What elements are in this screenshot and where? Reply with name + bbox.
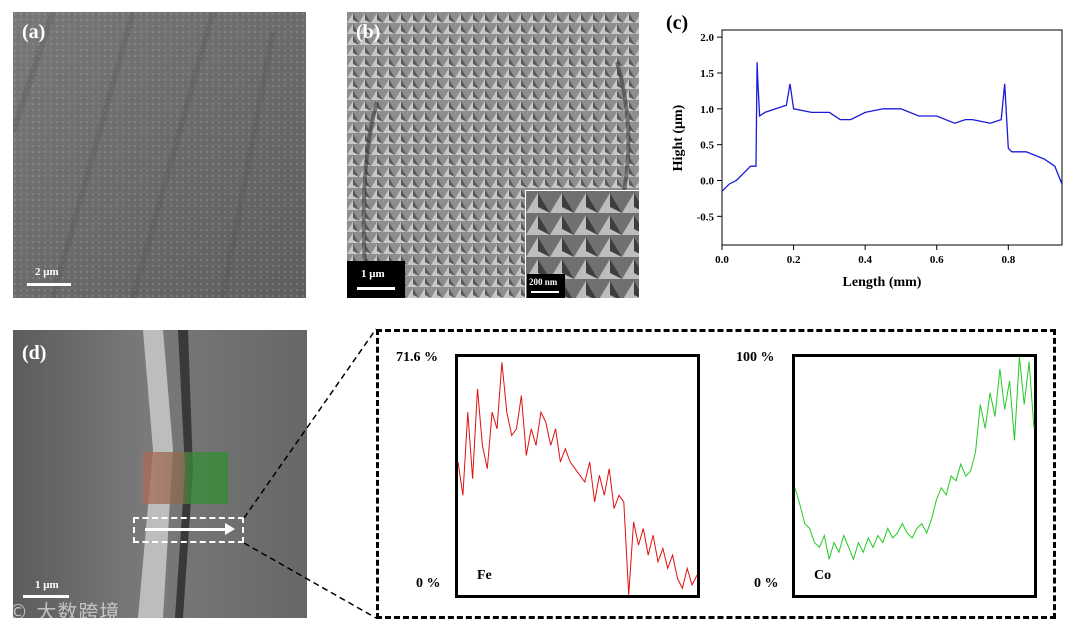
scan-direction-arrow-head	[225, 523, 235, 535]
co-element-label: Co	[814, 568, 832, 583]
plot-frame	[721, 29, 1063, 246]
x-tick-label: 0.8	[1001, 254, 1015, 266]
line-scan-region	[133, 517, 244, 543]
height-profile-line	[721, 62, 1063, 192]
fe-plot-frame	[455, 354, 700, 598]
panel-d-scalebar	[23, 595, 69, 598]
y-tick-label: -0.5	[697, 211, 715, 223]
height-profile-chart: 0.0 0.2 0.4 0.6 0.8 2.0 1.5 1.0 0.5 0.0 -0.5 Lengt…	[671, 29, 1063, 290]
panel-d-sem-image: (d) 1 μm	[13, 330, 307, 618]
panel-b-label: (b)	[356, 21, 381, 43]
fe-ymin-label: 0 %	[416, 576, 441, 591]
panel-b-scalebar-text: 1 μm	[361, 268, 385, 280]
x-tick-label: 0.0	[715, 254, 729, 266]
panel-d-scalebar-text: 1 μm	[35, 579, 59, 591]
y-tick-label: 1.5	[700, 68, 714, 80]
y-tick-label: 1.0	[700, 104, 714, 116]
co-line	[794, 356, 1035, 561]
line-scan-zoom-box	[376, 329, 1056, 619]
x-tick-label: 0.2	[787, 254, 801, 266]
fe-element-label: Fe	[477, 568, 492, 583]
y-tick-label: 0.5	[700, 140, 714, 152]
fe-line	[457, 362, 698, 596]
y-tick-label: 2.0	[700, 32, 714, 44]
co-line-scan-chart	[792, 354, 1037, 598]
x-tick-label: 0.4	[858, 254, 872, 266]
sem-texture-a	[13, 12, 306, 298]
y-axis-title: Hight (μm)	[671, 104, 686, 171]
panel-a-scalebar-text: 2 μm	[35, 266, 59, 278]
watermark: © 大数跨境	[8, 600, 121, 624]
panel-a-scalebar	[27, 283, 71, 286]
sem-texture-d	[13, 330, 307, 618]
co-ymax-label: 100 %	[736, 350, 775, 365]
panel-c-label: (c)	[666, 12, 689, 34]
panel-b-scalebar-box: 1 μm	[347, 261, 405, 298]
panel-b-inset-scalebar-text: 200 nm	[529, 277, 558, 287]
y-tick-label: 0.0	[700, 176, 714, 188]
panel-b-sem-image: 200 nm 1 μm (b)	[347, 12, 639, 298]
fe-ymax-label: 71.6 %	[396, 350, 438, 365]
panel-a-label: (a)	[22, 21, 46, 43]
panel-b-scalebar	[357, 287, 395, 290]
scan-direction-arrow-shaft	[145, 528, 227, 531]
panel-a-sem-image: (a) 2 μm	[13, 12, 306, 298]
panel-b-inset-scalebar	[531, 291, 559, 293]
panel-d-label: (d)	[22, 342, 47, 364]
x-axis-title: Length (mm)	[843, 275, 922, 290]
co-plot-frame	[792, 354, 1037, 598]
fe-line-scan-chart	[455, 354, 700, 598]
co-ymin-label: 0 %	[754, 576, 779, 591]
x-tick-label: 0.6	[930, 254, 944, 266]
panel-b-inset-scalebar-box: 200 nm	[527, 274, 565, 298]
